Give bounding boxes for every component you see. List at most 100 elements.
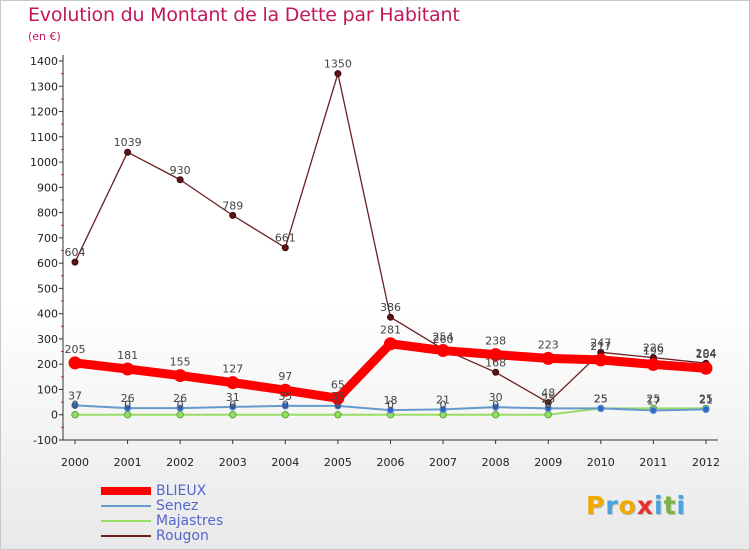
data-point-senez [123,404,132,412]
data-label-rougon: 789 [222,199,243,212]
x-tick-label: 2004 [271,456,299,469]
data-point-blieux [68,356,82,370]
data-point-rougon [386,313,394,321]
data-label-senez: 18 [383,394,397,407]
data-label-majastres: 0 [545,399,552,412]
data-label-senez: 26 [173,392,187,405]
y-tick-label: 0 [51,409,58,422]
data-label-senez: 21 [699,393,713,406]
chart-title: Evolution du Montant de la Dette par Hab… [28,4,460,26]
data-point-blieux [489,348,503,362]
proxiti-logo: Proxiti [586,491,687,520]
data-point-rougon [281,244,289,252]
y-tick-label: 1200 [30,106,58,119]
y-tick-label: 100 [37,383,58,396]
data-label-senez: 25 [541,392,555,405]
data-label-majastres: 0 [124,399,131,412]
data-point-blieux [226,376,240,390]
data-label-majastres: 0 [72,399,79,412]
data-label-blieux: 184 [695,348,716,361]
data-label-senez: 17 [646,394,660,407]
data-label-rougon: 204 [695,347,716,360]
x-tick-label: 2005 [324,456,352,469]
data-label-majastres: 0 [229,399,236,412]
data-label-rougon: 247 [590,336,611,349]
data-label-rougon: 1350 [324,58,352,71]
data-label-blieux: 155 [170,356,191,369]
data-label-majastres: 25 [699,392,713,405]
y-tick-label: -100 [33,434,58,447]
data-label-blieux: 205 [65,343,86,356]
data-label-majastres: 0 [492,399,499,412]
data-point-senez [597,404,605,413]
legend-item-blieux: BLIEUX [101,483,301,499]
data-label-rougon: 661 [275,232,296,245]
y-tick-label: 1000 [30,156,58,169]
x-tick-label: 2001 [114,456,142,469]
data-label-majastres: 0 [282,399,289,412]
data-point-majastres [229,411,237,419]
data-point-blieux [173,369,187,383]
data-point-senez [702,405,710,414]
x-tick-label: 2007 [429,456,457,469]
y-tick-label: 900 [37,181,58,194]
data-label-rougon: 226 [643,342,664,355]
data-label-majastres: 25 [646,392,660,405]
legend-label: Rougon [156,528,209,544]
data-label-senez: 35 [278,390,292,403]
series-line-blieux [70,339,711,403]
data-point-senez [649,406,658,415]
data-point-majastres [544,411,552,419]
data-point-senez [229,403,237,411]
data-point-majastres [334,411,342,419]
data-label-blieux: 254 [433,331,454,344]
legend-item-rougon: Rougon [101,528,301,544]
data-point-rougon [124,148,132,156]
data-label-senez: 26 [121,392,135,405]
data-label-blieux: 181 [117,349,138,362]
y-tick-label: 700 [37,232,58,245]
data-point-majastres [71,411,79,419]
data-label-rougon: 604 [65,246,86,259]
legend-swatch [101,520,151,522]
data-point-blieux [121,362,135,376]
data-label-senez: 37 [68,389,82,402]
series-line-rougon [74,72,707,404]
data-point-rougon [229,211,237,219]
data-label-senez: 30 [489,391,503,404]
chart-legend: BLIEUX Senez Majastres Rougon [101,483,301,544]
data-point-senez [491,403,500,411]
x-tick-label: 2012 [692,456,720,469]
x-tick-label: 2000 [61,456,89,469]
data-point-rougon [176,176,184,184]
data-label-senez: 31 [226,391,240,404]
data-label-rougon: 48 [541,387,555,400]
data-point-blieux [331,391,345,405]
data-point-majastres [491,411,500,419]
data-point-majastres [123,411,132,419]
data-label-blieux: 217 [590,340,611,353]
data-label-majastres: 0 [387,399,394,412]
chart-subtitle: (en €) [28,30,61,43]
y-tick-label: 300 [37,333,58,346]
data-label-majastres: 0 [440,399,447,412]
data-point-senez [439,405,447,414]
legend-swatch [101,505,151,507]
x-tick-label: 2008 [482,456,510,469]
legend-item-majastres: Majastres [101,513,301,529]
data-label-senez: 21 [436,393,450,406]
data-label-blieux: 281 [380,324,401,337]
x-tick-label: 2006 [376,456,404,469]
data-label-majastres: 0 [177,399,184,412]
y-tick-label: 500 [37,282,58,295]
data-point-rougon [492,368,500,376]
data-point-majastres [176,411,184,419]
legend-label: Senez [156,498,199,514]
y-tick-label: 600 [37,257,58,270]
y-tick-label: 1100 [30,131,58,144]
data-label-senez: 25 [594,392,608,405]
data-label-blieux: 97 [278,370,292,383]
data-point-blieux [594,353,608,367]
